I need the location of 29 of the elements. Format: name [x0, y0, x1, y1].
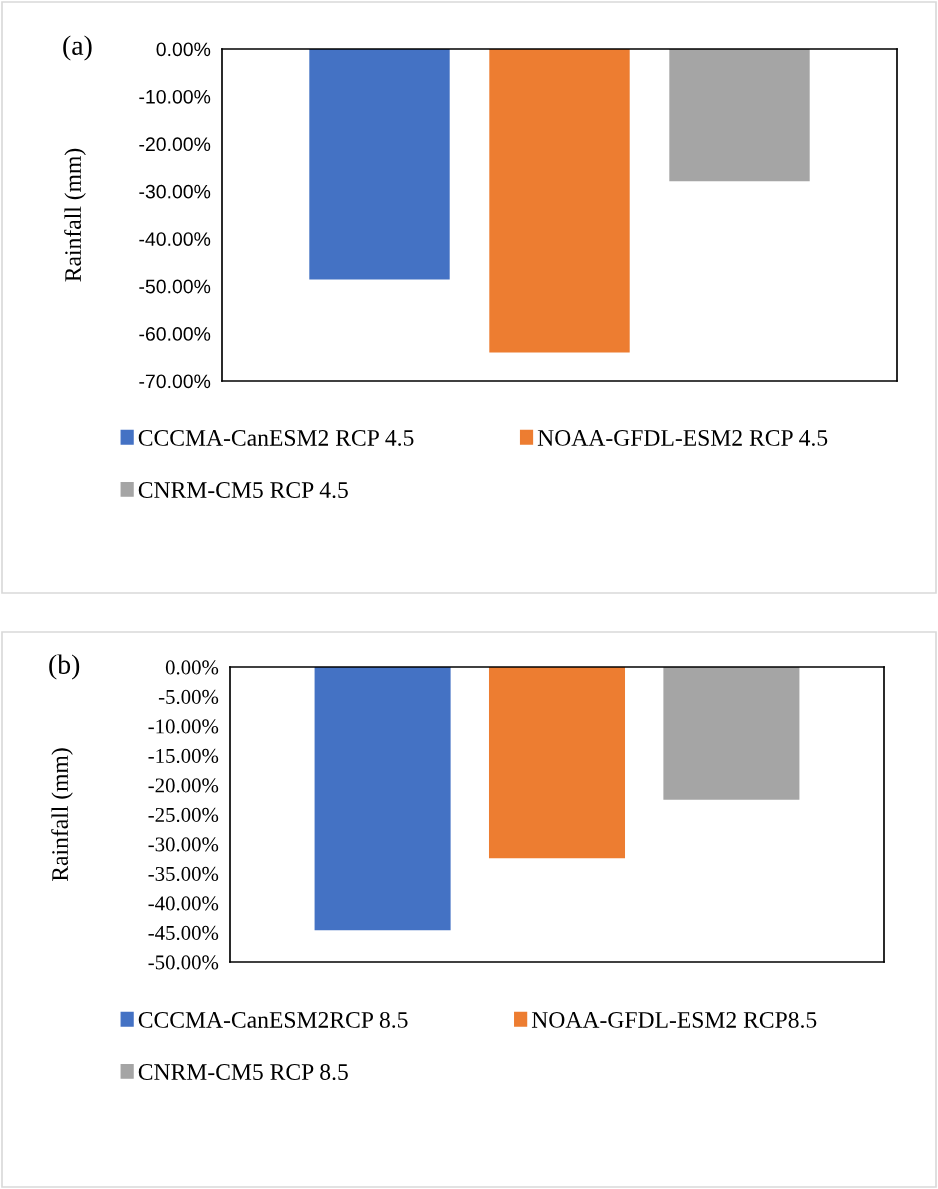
y-tick-label: -50.00% [139, 279, 211, 294]
y-tick-label: -70.00% [139, 374, 211, 389]
y-tick-label: 0.00% [156, 42, 211, 57]
legend-label: CCCMA-CanESM2RCP 8.5 [138, 1011, 408, 1028]
text: (a) [63, 35, 92, 61]
y-tick-label: -10.00% [148, 719, 219, 734]
y-tick-label: -45.00% [148, 925, 219, 941]
y-tick-label: -40.00% [148, 896, 219, 911]
text: (b) [49, 654, 80, 680]
y-tick-label: 0.00% [165, 660, 219, 675]
y-axis-title: Rainfall (mm) [64, 148, 86, 282]
y-axis-title: Rainfall (mm) [51, 748, 73, 882]
y-tick-label: -5.00% [158, 689, 219, 705]
y-tick-label: -15.00% [148, 748, 219, 764]
y-tick-label: -35.00% [148, 866, 219, 882]
y-tick-label: -40.00% [139, 232, 211, 246]
y-tick-label: -20.00% [139, 137, 211, 152]
y-tick-label: -60.00% [139, 327, 211, 341]
y-tick-label: -30.00% [148, 837, 219, 852]
y-tick-label: -25.00% [148, 807, 219, 823]
y-tick-label: -50.00% [148, 955, 219, 970]
y-tick-label: -10.00% [139, 89, 211, 104]
legend-label: CNRM-CM5 RCP 8.5 [138, 1064, 348, 1081]
legend-label: CNRM-CM5 RCP 4.5 [138, 482, 348, 499]
legend-label: NOAA-GFDL-ESM2 RCP8.5 [531, 1011, 817, 1028]
y-tick-label: -20.00% [148, 778, 219, 793]
legend-label: CCCMA-CanESM2 RCP 4.5 [138, 430, 414, 446]
legend-label: NOAA-GFDL-ESM2 RCP 4.5 [537, 430, 828, 446]
y-tick-label: -30.00% [139, 184, 211, 199]
